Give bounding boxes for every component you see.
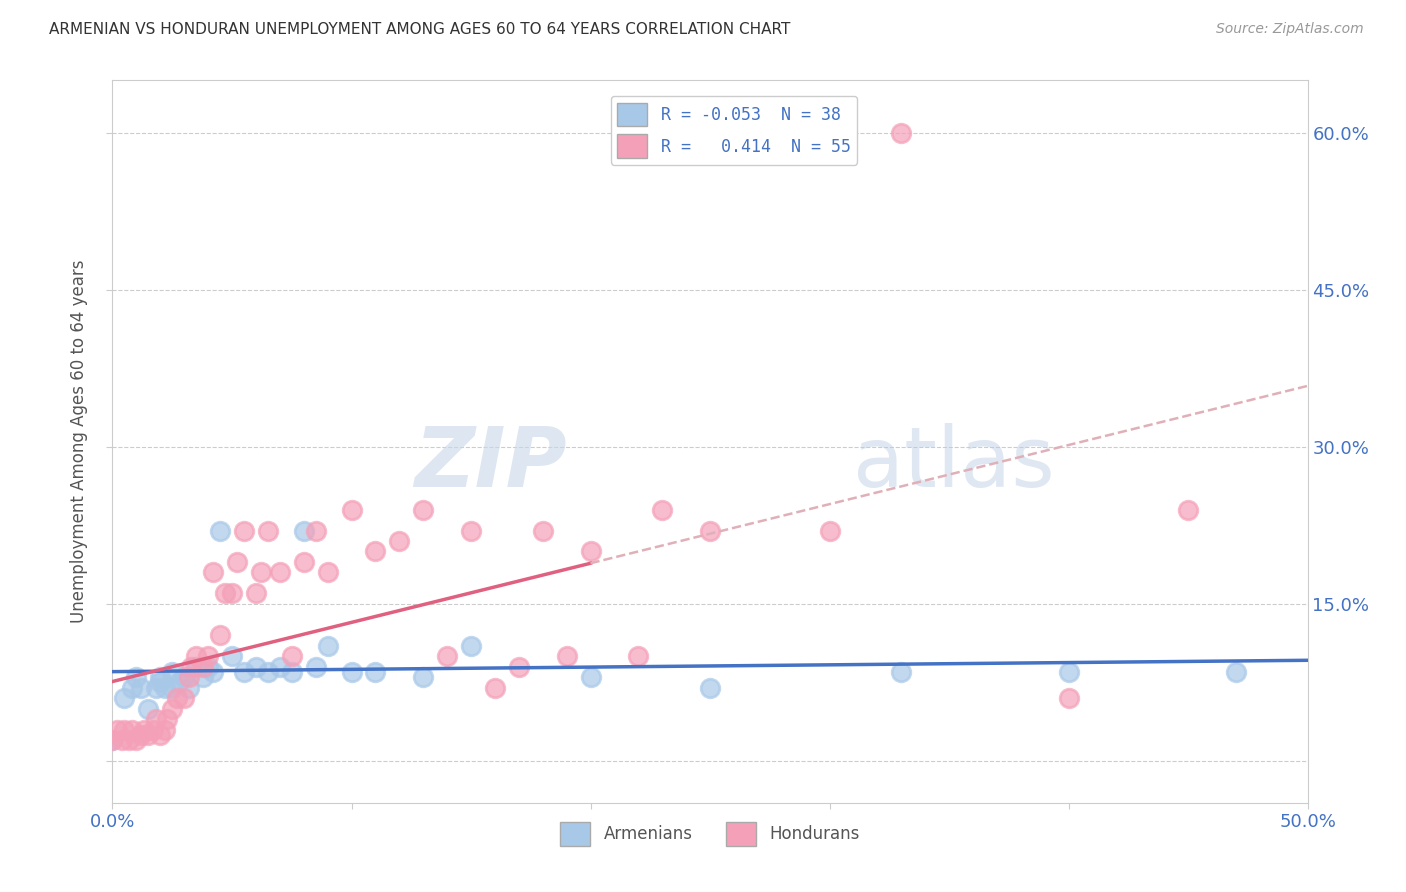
Point <box>173 691 195 706</box>
Point <box>180 659 202 673</box>
Point <box>269 659 291 673</box>
Point <box>651 502 673 516</box>
Point <box>111 733 134 747</box>
Point <box>1057 665 1080 679</box>
Point <box>281 649 304 664</box>
Point <box>1177 502 1199 516</box>
Point <box>201 665 224 679</box>
Point <box>114 691 135 706</box>
Point <box>364 665 387 679</box>
Point <box>138 701 160 715</box>
Point <box>531 524 554 538</box>
Point <box>162 665 183 679</box>
Point <box>156 712 179 726</box>
Point <box>225 555 247 569</box>
Point <box>579 670 602 684</box>
Point <box>1057 691 1080 706</box>
Point <box>129 728 152 742</box>
Point <box>201 566 224 580</box>
Point <box>412 670 434 684</box>
Point <box>209 628 232 642</box>
Point <box>281 665 304 679</box>
Point <box>890 665 912 679</box>
Point <box>145 681 167 695</box>
Point <box>221 649 243 664</box>
Legend: Armenians, Hondurans: Armenians, Hondurans <box>554 815 866 852</box>
Point <box>305 659 328 673</box>
Point <box>121 723 143 737</box>
Point <box>233 524 256 538</box>
Point <box>508 659 530 673</box>
Point <box>197 659 219 673</box>
Text: ZIP: ZIP <box>413 423 567 504</box>
Point <box>233 665 256 679</box>
Point <box>173 670 195 684</box>
Point <box>340 502 363 516</box>
Text: ARMENIAN VS HONDURAN UNEMPLOYMENT AMONG AGES 60 TO 64 YEARS CORRELATION CHART: ARMENIAN VS HONDURAN UNEMPLOYMENT AMONG … <box>49 22 790 37</box>
Point <box>153 681 176 695</box>
Point <box>125 733 148 747</box>
Point <box>177 670 200 684</box>
Point <box>193 670 215 684</box>
Point <box>138 728 160 742</box>
Point <box>209 524 232 538</box>
Point <box>460 639 482 653</box>
Point <box>114 723 135 737</box>
Point <box>118 733 141 747</box>
Point <box>1225 665 1247 679</box>
Point <box>249 566 271 580</box>
Point <box>197 649 219 664</box>
Point <box>166 691 188 706</box>
Point <box>105 723 128 737</box>
Point <box>162 701 183 715</box>
Point <box>153 723 176 737</box>
Point <box>579 544 602 558</box>
Point <box>699 681 721 695</box>
Point <box>484 681 506 695</box>
Text: Source: ZipAtlas.com: Source: ZipAtlas.com <box>1216 22 1364 37</box>
Point <box>340 665 363 679</box>
Point <box>364 544 387 558</box>
Point <box>221 586 243 600</box>
Point <box>316 639 339 653</box>
Point <box>169 675 191 690</box>
Point <box>555 649 578 664</box>
Point <box>142 723 165 737</box>
Point <box>699 524 721 538</box>
Point <box>214 586 236 600</box>
Point <box>186 649 208 664</box>
Point <box>193 659 215 673</box>
Point <box>121 681 143 695</box>
Point <box>627 649 650 664</box>
Point <box>149 670 172 684</box>
Point <box>186 659 208 673</box>
Y-axis label: Unemployment Among Ages 60 to 64 years: Unemployment Among Ages 60 to 64 years <box>70 260 89 624</box>
Point <box>257 524 280 538</box>
Point <box>129 681 152 695</box>
Point <box>245 586 267 600</box>
Point <box>132 723 155 737</box>
Point <box>177 681 200 695</box>
Point <box>460 524 482 538</box>
Point <box>145 712 167 726</box>
Point <box>245 659 267 673</box>
Point <box>149 675 172 690</box>
Point <box>125 670 148 684</box>
Point <box>316 566 339 580</box>
Point <box>101 733 124 747</box>
Point <box>890 126 912 140</box>
Point <box>292 524 315 538</box>
Point <box>388 534 411 549</box>
Point <box>412 502 434 516</box>
Point <box>149 728 172 742</box>
Point <box>818 524 841 538</box>
Point <box>162 681 183 695</box>
Text: atlas: atlas <box>853 423 1054 504</box>
Point <box>269 566 291 580</box>
Point <box>292 555 315 569</box>
Point <box>257 665 280 679</box>
Point <box>101 733 124 747</box>
Point <box>436 649 458 664</box>
Point <box>305 524 328 538</box>
